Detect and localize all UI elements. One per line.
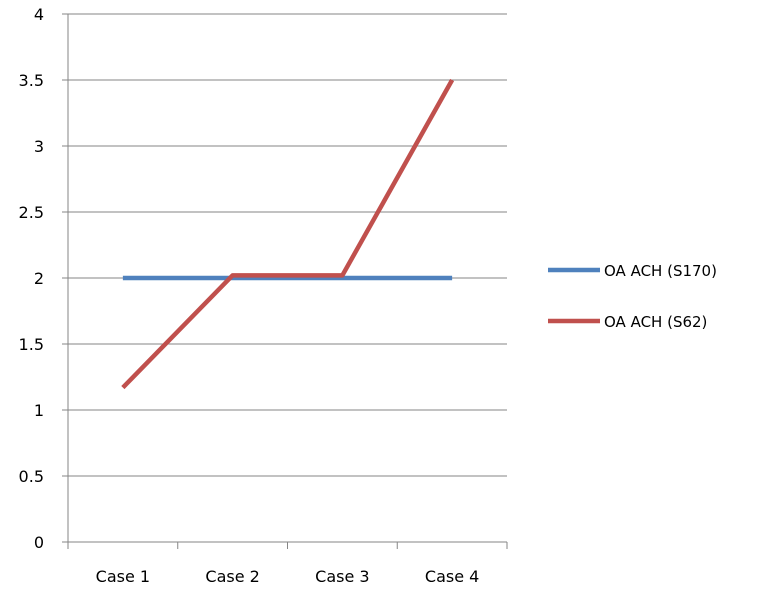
gridlines	[68, 13, 507, 477]
y-axis-tick-labels: 0 0.5 1 1.5 2 2.5 3 3.5 4	[19, 5, 44, 552]
y-axis-tick-label: 0	[34, 533, 44, 552]
x-axis-tick-label: Case 2	[205, 567, 259, 586]
x-axis-tick-label: Case 3	[315, 567, 369, 586]
series-line-2	[121, 78, 455, 390]
x-axis-tick-label: Case 4	[425, 567, 479, 586]
axes	[62, 13, 508, 549]
y-axis-tick-label: 1	[34, 401, 44, 420]
y-axis-tick-label: 3	[34, 137, 44, 156]
legend-label: OA ACH (S170)	[604, 262, 717, 280]
y-axis-tick-label: 3.5	[19, 71, 44, 90]
y-axis-tick-label: 0.5	[19, 467, 44, 486]
y-axis-tick-label: 2.5	[19, 203, 44, 222]
legend: OA ACH (S170) OA ACH (S62)	[548, 262, 717, 331]
series-lines	[121, 78, 455, 390]
y-axis-tick-label: 4	[34, 5, 44, 24]
x-axis-tick-label: Case 1	[96, 567, 150, 586]
legend-label: OA ACH (S62)	[604, 313, 707, 331]
y-axis-tick-label: 2	[34, 269, 44, 288]
y-axis-tick-label: 1.5	[19, 335, 44, 354]
x-axis-tick-labels: Case 1 Case 2 Case 3 Case 4	[96, 567, 480, 586]
